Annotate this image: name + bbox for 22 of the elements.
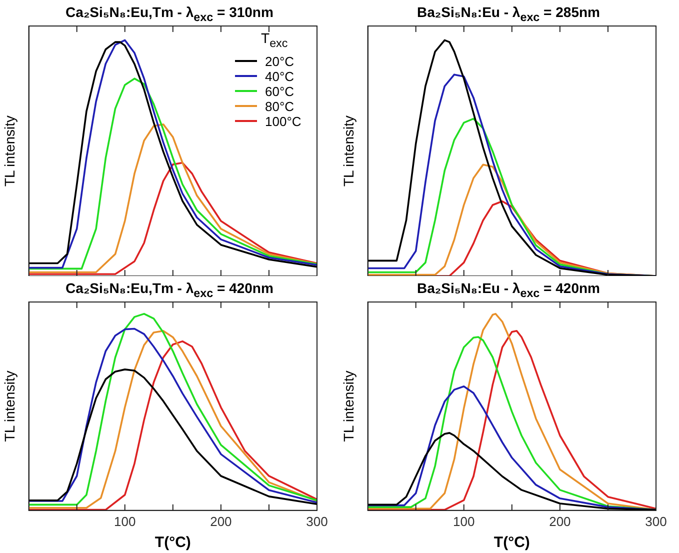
y-axis-title: TL intensity [1,370,18,442]
x-tick-label: 200 [210,514,232,529]
y-axis-title: TL intensity [340,115,356,187]
x-axis-title: T(°C) [154,534,191,552]
x-tick-label: 200 [549,514,571,529]
legend-label: 40°C [265,68,294,84]
legend-label: 60°C [265,84,294,99]
legend-label: 20°C [265,54,294,69]
x-tick-label: 100 [453,514,475,529]
chart-title: Ca₂Si₅N₈:Eu,Tm - λ$_{exc}$ = 420nm [64,279,274,300]
x-tick-label: 300 [645,514,667,529]
x-tick-label: 100 [114,514,136,529]
legend-title: T$_{exc}$ [261,30,289,50]
legend-label: 80°C [265,98,294,114]
legend-label: 100°C [265,114,302,129]
chart-title: Ba₂Si₅N₈:Eu - λ$_{exc}$ = 420nm [416,279,601,300]
chart-title: Ca₂Si₅N₈:Eu,Tm - λ$_{exc}$ = 310nm [64,3,274,24]
x-axis-title: T(°C) [494,534,530,552]
y-axis-title: TL intensity [1,115,18,187]
x-tick-label: 300 [306,514,328,529]
y-axis-title: TL intensity [340,370,356,442]
chart-title: Ba₂Si₅N₈:Eu - λ$_{exc}$ = 285nm [416,3,601,24]
